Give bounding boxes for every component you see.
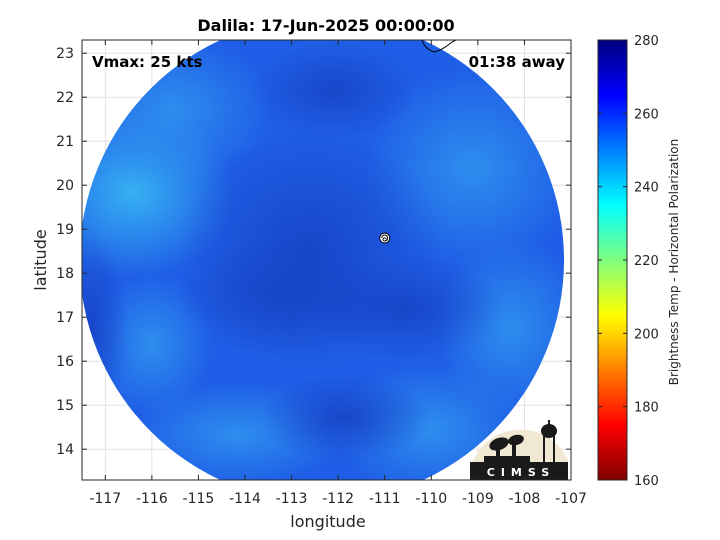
axes-frame <box>81 39 572 481</box>
swath-texture-blob <box>249 42 419 139</box>
y-tick-label: 18 <box>56 266 74 282</box>
y-tick-label: 14 <box>56 442 74 458</box>
x-tick-label: -115 <box>183 491 215 507</box>
storm-center-marker <box>379 232 391 244</box>
x-tick-label: -116 <box>136 491 168 507</box>
y-tick-label: 19 <box>56 222 74 238</box>
colorbar-tick-label: 240 <box>634 181 659 196</box>
logo-satellite-dish-icon <box>484 434 530 462</box>
colorbar-tick-label: 180 <box>634 401 659 416</box>
colorbar-tick-label: 220 <box>634 254 659 269</box>
x-axis-label: longitude <box>290 512 365 531</box>
x-tick-label: -112 <box>322 491 354 507</box>
time-away-annotation: 01:38 away <box>469 53 566 71</box>
y-tick-label: 23 <box>56 46 74 62</box>
y-axis-ticks: 14 15 16 17 18 19 20 21 22 23 <box>56 46 571 458</box>
colorbar-tick-label: 280 <box>634 34 659 49</box>
colorbar-ramp <box>597 39 628 481</box>
y-tick-label: 16 <box>56 354 74 370</box>
y-tick-label: 15 <box>56 398 74 414</box>
x-tick-label: -108 <box>509 491 541 507</box>
x-tick-label: -111 <box>369 491 401 507</box>
vmax-annotation: Vmax: 25 kts <box>92 53 202 71</box>
y-tick-label: 20 <box>56 178 74 194</box>
swath-texture-blob <box>309 255 504 362</box>
y-tick-label: 22 <box>56 90 74 106</box>
colorbar: 160 180 200 220 240 260 280 Brightness Temp - … <box>597 34 681 489</box>
swath-texture-blob <box>82 230 129 425</box>
colorbar-tick-label: 200 <box>634 327 659 342</box>
x-axis-ticks: -117 -116 -115 -114 -113 -112 -111 -110 -109 -108… <box>89 40 587 507</box>
plot-area: Vmax: 25 kts 01:38 away CIMSS <box>81 39 572 481</box>
chart-title: Dalila: 17-Jun-2025 00:00:00 <box>197 16 454 35</box>
y-tick-label: 21 <box>56 134 74 150</box>
colorbar-ticks: 160 180 200 220 240 260 280 <box>598 34 659 489</box>
logo-text: CIMSS <box>487 466 555 479</box>
colorbar-tick-label: 160 <box>634 474 659 489</box>
cimss-logo: CIMSS <box>470 420 568 480</box>
x-tick-label: -117 <box>89 491 121 507</box>
x-tick-label: -109 <box>462 491 494 507</box>
logo-water-tower-icon <box>541 420 557 462</box>
x-tick-label: -110 <box>415 491 447 507</box>
x-tick-label: -113 <box>276 491 308 507</box>
storm-marker-swirl <box>381 234 389 242</box>
x-tick-label: -107 <box>555 491 587 507</box>
colorbar-label: Brightness Temp - Horizontal Polarizatio… <box>667 139 681 386</box>
logo-band <box>470 462 568 480</box>
colorbar-tick-label: 260 <box>634 107 659 122</box>
y-tick-label: 17 <box>56 310 74 326</box>
y-axis-label: latitude <box>31 229 50 290</box>
swath-texture-blob <box>261 373 431 462</box>
coastline-baja <box>421 40 457 53</box>
x-tick-label: -114 <box>229 491 261 507</box>
